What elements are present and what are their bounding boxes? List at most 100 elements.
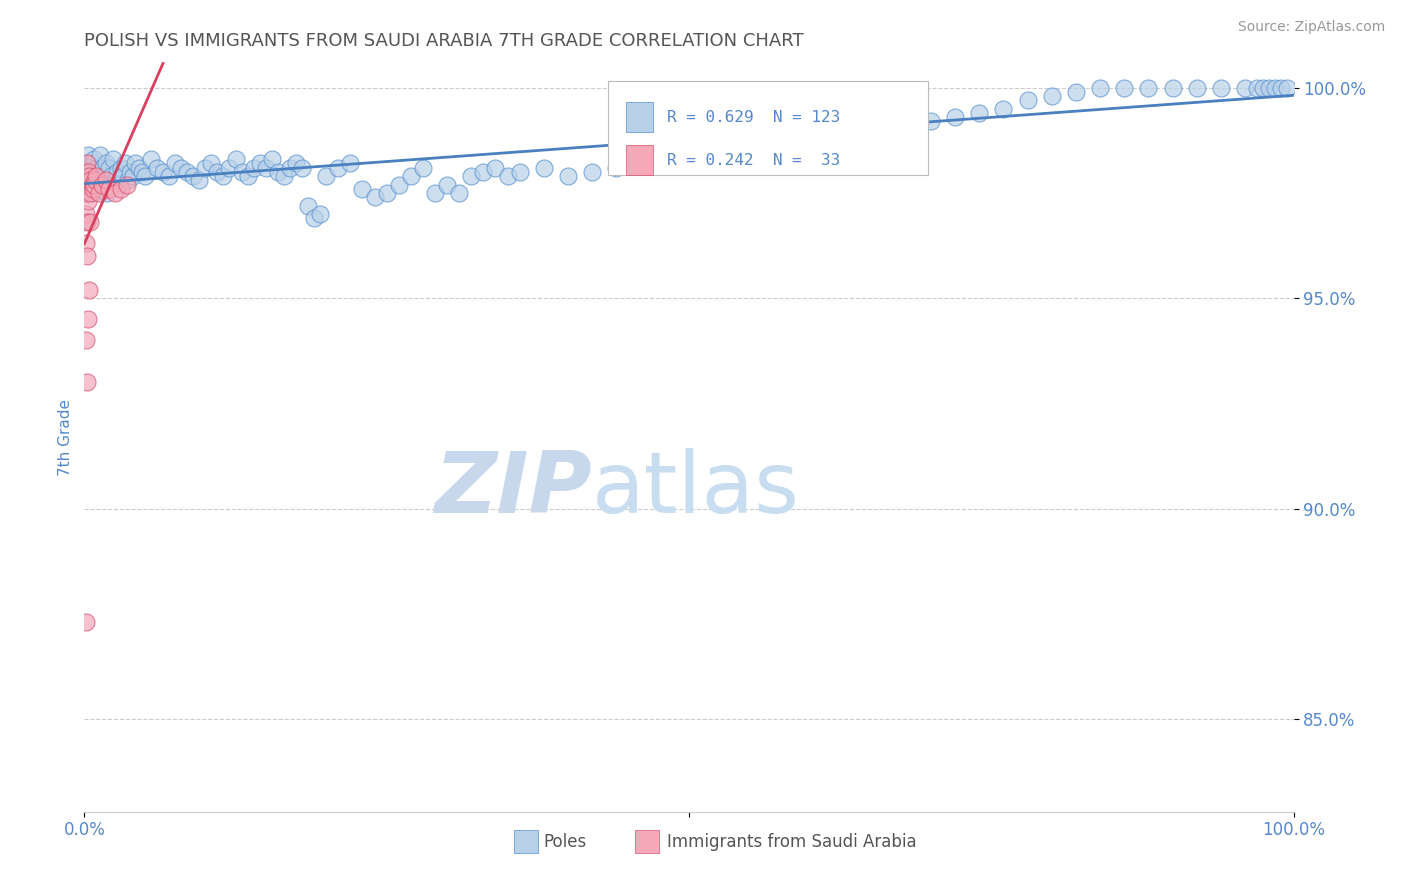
Point [212,169,235,183]
Point [105,165,128,179]
Point [278,161,301,175]
Point [678,148,700,162]
Point [77,182,100,196]
Point [533,161,555,175]
Point [775,136,797,150]
Point [1161,80,1184,95]
Point [87,186,110,200]
Point [1137,80,1160,95]
Point [86,161,108,175]
Point [242,161,264,175]
Point [967,106,990,120]
Point [84,173,107,187]
Bar [626,103,652,132]
Text: Poles: Poles [544,833,588,851]
Point [77,194,100,209]
Point [436,178,458,192]
Point [100,169,122,183]
Point [1277,80,1299,95]
Point [91,178,114,192]
Text: ZIP: ZIP [434,448,592,531]
Point [86,182,108,196]
Text: Source: ZipAtlas.com: Source: ZipAtlas.com [1237,20,1385,34]
Point [194,161,217,175]
Point [75,333,97,347]
Point [1185,80,1208,95]
Point [449,186,471,200]
Point [124,156,146,170]
Point [581,165,603,179]
Point [218,161,240,175]
Point [993,102,1015,116]
Point [79,173,101,187]
Point [75,236,97,251]
Point [134,169,156,183]
Point [76,215,98,229]
Point [104,173,127,187]
Text: Immigrants from Saudi Arabia: Immigrants from Saudi Arabia [668,833,917,851]
Point [75,186,97,200]
Point [79,165,101,179]
Point [83,178,105,192]
Point [84,169,107,183]
Point [254,161,277,175]
Point [472,165,495,179]
Point [103,153,125,167]
Point [188,173,211,187]
Point [89,148,111,162]
Point [1264,80,1286,95]
Point [328,161,350,175]
Point [557,169,579,183]
Bar [626,145,652,176]
Point [139,153,162,167]
Point [77,169,100,183]
Point [1258,80,1281,95]
Point [79,178,101,192]
Point [207,165,229,179]
Point [200,156,222,170]
Point [823,127,845,141]
Point [83,153,105,167]
Point [284,156,308,170]
Point [115,178,138,192]
Point [352,182,374,196]
Point [77,173,100,187]
Point [76,376,98,390]
Bar [513,830,538,853]
Point [79,215,101,229]
Point [114,156,136,170]
Point [107,178,129,192]
Point [77,165,100,179]
Point [297,198,319,212]
Point [1088,80,1111,95]
Point [82,182,104,196]
Point [846,123,869,137]
Point [76,173,98,187]
Point [872,119,894,133]
Point [157,169,180,183]
FancyBboxPatch shape [607,81,928,175]
Point [128,161,150,175]
Point [77,312,100,326]
Point [249,156,271,170]
Point [1234,80,1257,95]
Point [484,161,506,175]
Point [112,169,135,183]
Point [152,165,174,179]
Point [76,156,98,170]
Point [1209,80,1232,95]
Point [77,148,100,162]
Point [170,161,193,175]
Point [943,110,966,124]
Point [75,165,97,179]
Point [83,165,105,179]
Point [86,169,108,183]
Point [77,169,100,183]
Point [375,186,398,200]
Point [273,169,295,183]
Text: POLISH VS IMMIGRANTS FROM SAUDI ARABIA 7TH GRADE CORRELATION CHART: POLISH VS IMMIGRANTS FROM SAUDI ARABIA 7… [84,32,804,50]
Point [84,178,107,192]
Point [363,190,385,204]
Point [97,182,120,196]
Text: atlas: atlas [592,448,800,531]
